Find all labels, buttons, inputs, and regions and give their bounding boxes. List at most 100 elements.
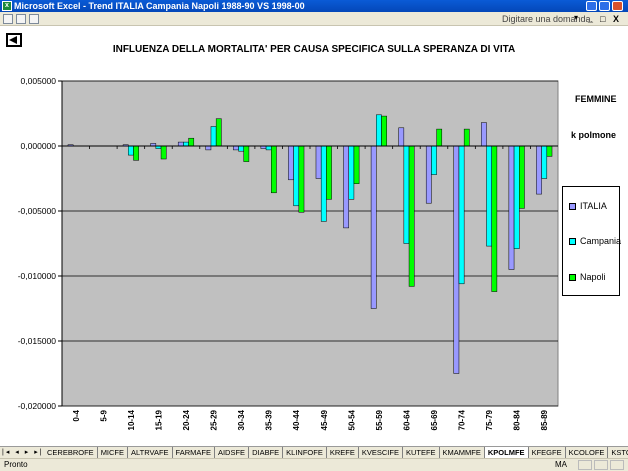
sheet-tab-farmafe[interactable]: FARMAFE — [172, 447, 215, 458]
bar-italia-80-84 — [508, 145, 515, 270]
x-tick-label: 65-69 — [430, 409, 439, 430]
doc-restore-button[interactable]: □ — [600, 14, 606, 24]
y-tick-label: -0,015000 — [18, 336, 57, 346]
bar-campania-50-54 — [348, 145, 355, 200]
sheet-tab-kutefe[interactable]: KUTEFE — [402, 447, 440, 458]
bar-napoli-45-49 — [326, 145, 332, 200]
bar-napoli-30-34 — [243, 145, 250, 162]
status-indicator: MA — [555, 460, 567, 469]
bar-italia-40-44 — [288, 145, 294, 181]
bar-campania-70-74 — [458, 145, 465, 285]
legend-swatch-italia — [569, 203, 576, 210]
bar-campania-60-64 — [403, 145, 410, 244]
y-tick-label: -0,020000 — [18, 401, 57, 411]
minimize-button[interactable] — [586, 1, 597, 11]
bar-campania-65-69 — [431, 145, 437, 175]
bar-campania-40-44 — [293, 145, 300, 207]
bar-chart: 0,005000 0,000000 -0,005000 -0,010000 -0,015… — [18, 76, 559, 430]
sheet-tab-micfe[interactable]: MICFE — [97, 447, 129, 458]
x-tick-label: 70-74 — [458, 409, 467, 430]
sheet-tab-cerebrofe[interactable]: CEREBROFE — [44, 447, 98, 458]
bar-campania-80-84 — [513, 145, 520, 249]
sheet-tab-kmammfe[interactable]: KMAMMFE — [439, 447, 485, 458]
status-cell-1 — [578, 460, 592, 470]
bar-napoli-75-79 — [491, 145, 498, 292]
bar-italia-45-49 — [315, 145, 322, 179]
dropdown-arrow-icon[interactable]: ▾ — [574, 13, 579, 22]
bar-italia-25-29 — [205, 145, 212, 151]
legend-label-napoli: Napoli — [580, 272, 606, 282]
sheet-tab-diabfe[interactable]: DIABFE — [249, 447, 284, 458]
bar-italia-55-59 — [370, 145, 377, 309]
legend-item-italia: ITALIA — [569, 200, 607, 212]
bar-campania-25-29 — [210, 126, 217, 147]
status-bar: Pronto MA — [0, 458, 628, 471]
x-tick-label: 35-39 — [265, 409, 274, 430]
toolbar-icon-2[interactable] — [16, 14, 26, 24]
sheet-tab-kcolofe[interactable]: KCOLOFE — [565, 447, 609, 458]
window-title: Microsoft Excel - Trend ITALIA Campania … — [14, 1, 305, 11]
toolbar: Digitare una domanda. ▾ _ □ X — [0, 12, 628, 26]
y-tick-label: 0,000000 — [21, 141, 57, 151]
bar-campania-45-49 — [320, 145, 327, 222]
x-tick-label: 50-54 — [347, 409, 356, 430]
sheet-tabs: CEREBROFE MICFE ALTRVAFE FARMAFE AIDSFE DIABF… — [44, 447, 628, 458]
doc-close-button[interactable]: X — [613, 14, 620, 24]
chart-legend: ITALIA Campania Napoli — [562, 186, 621, 296]
bar-napoli-40-44 — [298, 145, 305, 213]
x-tick-label: 55-59 — [375, 409, 384, 430]
bar-campania-75-79 — [486, 145, 492, 247]
sheet-tab-aidsfe[interactable]: AIDSFE — [214, 447, 250, 458]
bar-napoli-80-84 — [519, 145, 525, 209]
bar-napoli-70-74 — [463, 128, 470, 147]
status-cell-3 — [610, 460, 624, 470]
excel-app-icon: x — [2, 1, 12, 11]
chart-subtitle-cause: k polmone — [571, 130, 617, 140]
legend-label-campania: Campania — [580, 236, 622, 246]
bar-campania-85-89 — [541, 145, 548, 179]
chart-title: INFLUENZA DELLA MORTALITA' PER CAUSA SPE… — [112, 44, 516, 55]
x-tick-label: 25-29 — [210, 409, 219, 430]
help-search-input[interactable]: Digitare una domanda. — [502, 14, 594, 24]
x-tick-label: 45-49 — [320, 409, 329, 430]
bar-italia-60-64 — [398, 127, 405, 147]
x-tick-label: 75-79 — [485, 409, 494, 430]
bar-napoli-65-69 — [436, 128, 443, 147]
bar-campania-55-59 — [376, 114, 382, 147]
legend-item-napoli: Napoli — [569, 271, 606, 283]
doc-minimize-button[interactable]: _ — [588, 14, 594, 24]
x-tick-label: 5-9 — [99, 409, 108, 421]
bar-napoli-50-54 — [353, 145, 360, 184]
x-tick-label: 80-84 — [513, 409, 522, 430]
print-icon[interactable] — [29, 14, 39, 24]
chart-subtitle-gender: FEMMINE — [575, 94, 617, 104]
sheet-tab-kvescife[interactable]: KVESCIFE — [358, 447, 403, 458]
x-tick-label: 15-19 — [154, 409, 163, 430]
sheet-tab-klinfofe[interactable]: KLINFOFE — [283, 447, 327, 458]
sheet-tab-altrvafe[interactable]: ALTRVAFE — [128, 447, 173, 458]
sheet-tab-kfegfe[interactable]: KFEGFE — [528, 447, 566, 458]
maximize-button[interactable] — [599, 1, 610, 11]
bar-napoli-15-19 — [160, 145, 167, 160]
back-button[interactable] — [6, 33, 22, 47]
sheet-tab-navigation[interactable]: |◂ ◂ ▸ ▸| — [2, 449, 44, 456]
sheet-tab-kpolmfe[interactable]: KPOLMFE — [484, 447, 529, 458]
x-tick-label: 10-14 — [127, 409, 136, 430]
bar-napoli-10-14 — [133, 145, 139, 161]
x-tick-label: 85-89 — [540, 409, 549, 430]
legend-swatch-napoli — [569, 274, 576, 281]
x-tick-label: 30-34 — [237, 409, 246, 430]
bar-italia-85-89 — [536, 145, 542, 195]
bar-italia-30-34 — [233, 145, 239, 151]
close-window-button[interactable] — [612, 1, 623, 11]
bar-campania-35-39 — [265, 145, 272, 151]
status-cell-2 — [594, 460, 608, 470]
sheet-tab-kstofe[interactable]: KSTOFE — [608, 447, 628, 458]
x-tick-label: 40-44 — [292, 409, 301, 430]
toolbar-icon-1[interactable] — [3, 14, 13, 24]
sheet-tab-krefe[interactable]: KREFE — [326, 447, 359, 458]
legend-swatch-campania — [569, 238, 576, 245]
legend-item-campania: Campania — [569, 235, 621, 247]
sheet-tab-bar: |◂ ◂ ▸ ▸| CEREBROFE MICFE ALTRVAFE FARMAFE A… — [0, 446, 628, 458]
x-tick-label: 20-24 — [182, 409, 191, 430]
